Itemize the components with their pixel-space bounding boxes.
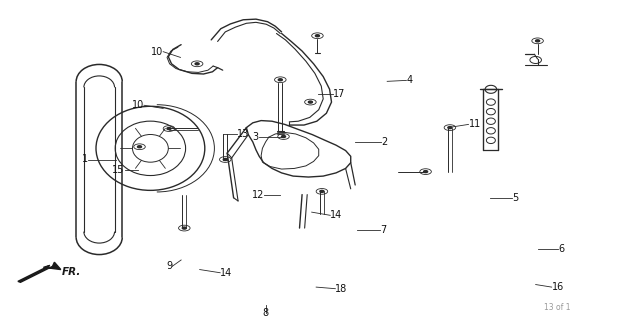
Circle shape: [182, 227, 186, 229]
Text: 10: 10: [132, 100, 144, 110]
Text: 14: 14: [330, 210, 342, 220]
Circle shape: [308, 101, 312, 103]
Circle shape: [424, 171, 428, 173]
Circle shape: [138, 146, 141, 148]
Text: FR.: FR.: [62, 267, 81, 277]
Circle shape: [278, 79, 282, 81]
Text: 7: 7: [380, 225, 387, 235]
Text: 9: 9: [166, 261, 172, 271]
Circle shape: [167, 128, 171, 130]
Text: 15: 15: [113, 165, 125, 175]
Circle shape: [223, 159, 227, 160]
Text: 1: 1: [82, 154, 88, 165]
Circle shape: [320, 190, 324, 192]
Text: 2: 2: [381, 137, 387, 147]
Text: 13 of 1: 13 of 1: [543, 303, 570, 312]
Text: 5: 5: [512, 193, 518, 203]
Text: 6: 6: [558, 244, 564, 255]
Circle shape: [448, 127, 452, 129]
Text: 18: 18: [335, 284, 348, 294]
Circle shape: [316, 35, 319, 37]
Circle shape: [195, 63, 199, 65]
Text: 16: 16: [552, 282, 564, 292]
Text: 17: 17: [333, 89, 345, 99]
Text: 14: 14: [220, 268, 232, 278]
Circle shape: [282, 136, 285, 137]
Circle shape: [536, 40, 540, 42]
Text: 12: 12: [252, 189, 264, 200]
Text: 11: 11: [468, 119, 481, 130]
Polygon shape: [18, 262, 61, 282]
Text: 8: 8: [262, 308, 269, 318]
Text: 3: 3: [252, 132, 259, 142]
Text: 4: 4: [406, 75, 413, 85]
Text: 10: 10: [151, 47, 163, 57]
Text: 13: 13: [237, 129, 249, 139]
